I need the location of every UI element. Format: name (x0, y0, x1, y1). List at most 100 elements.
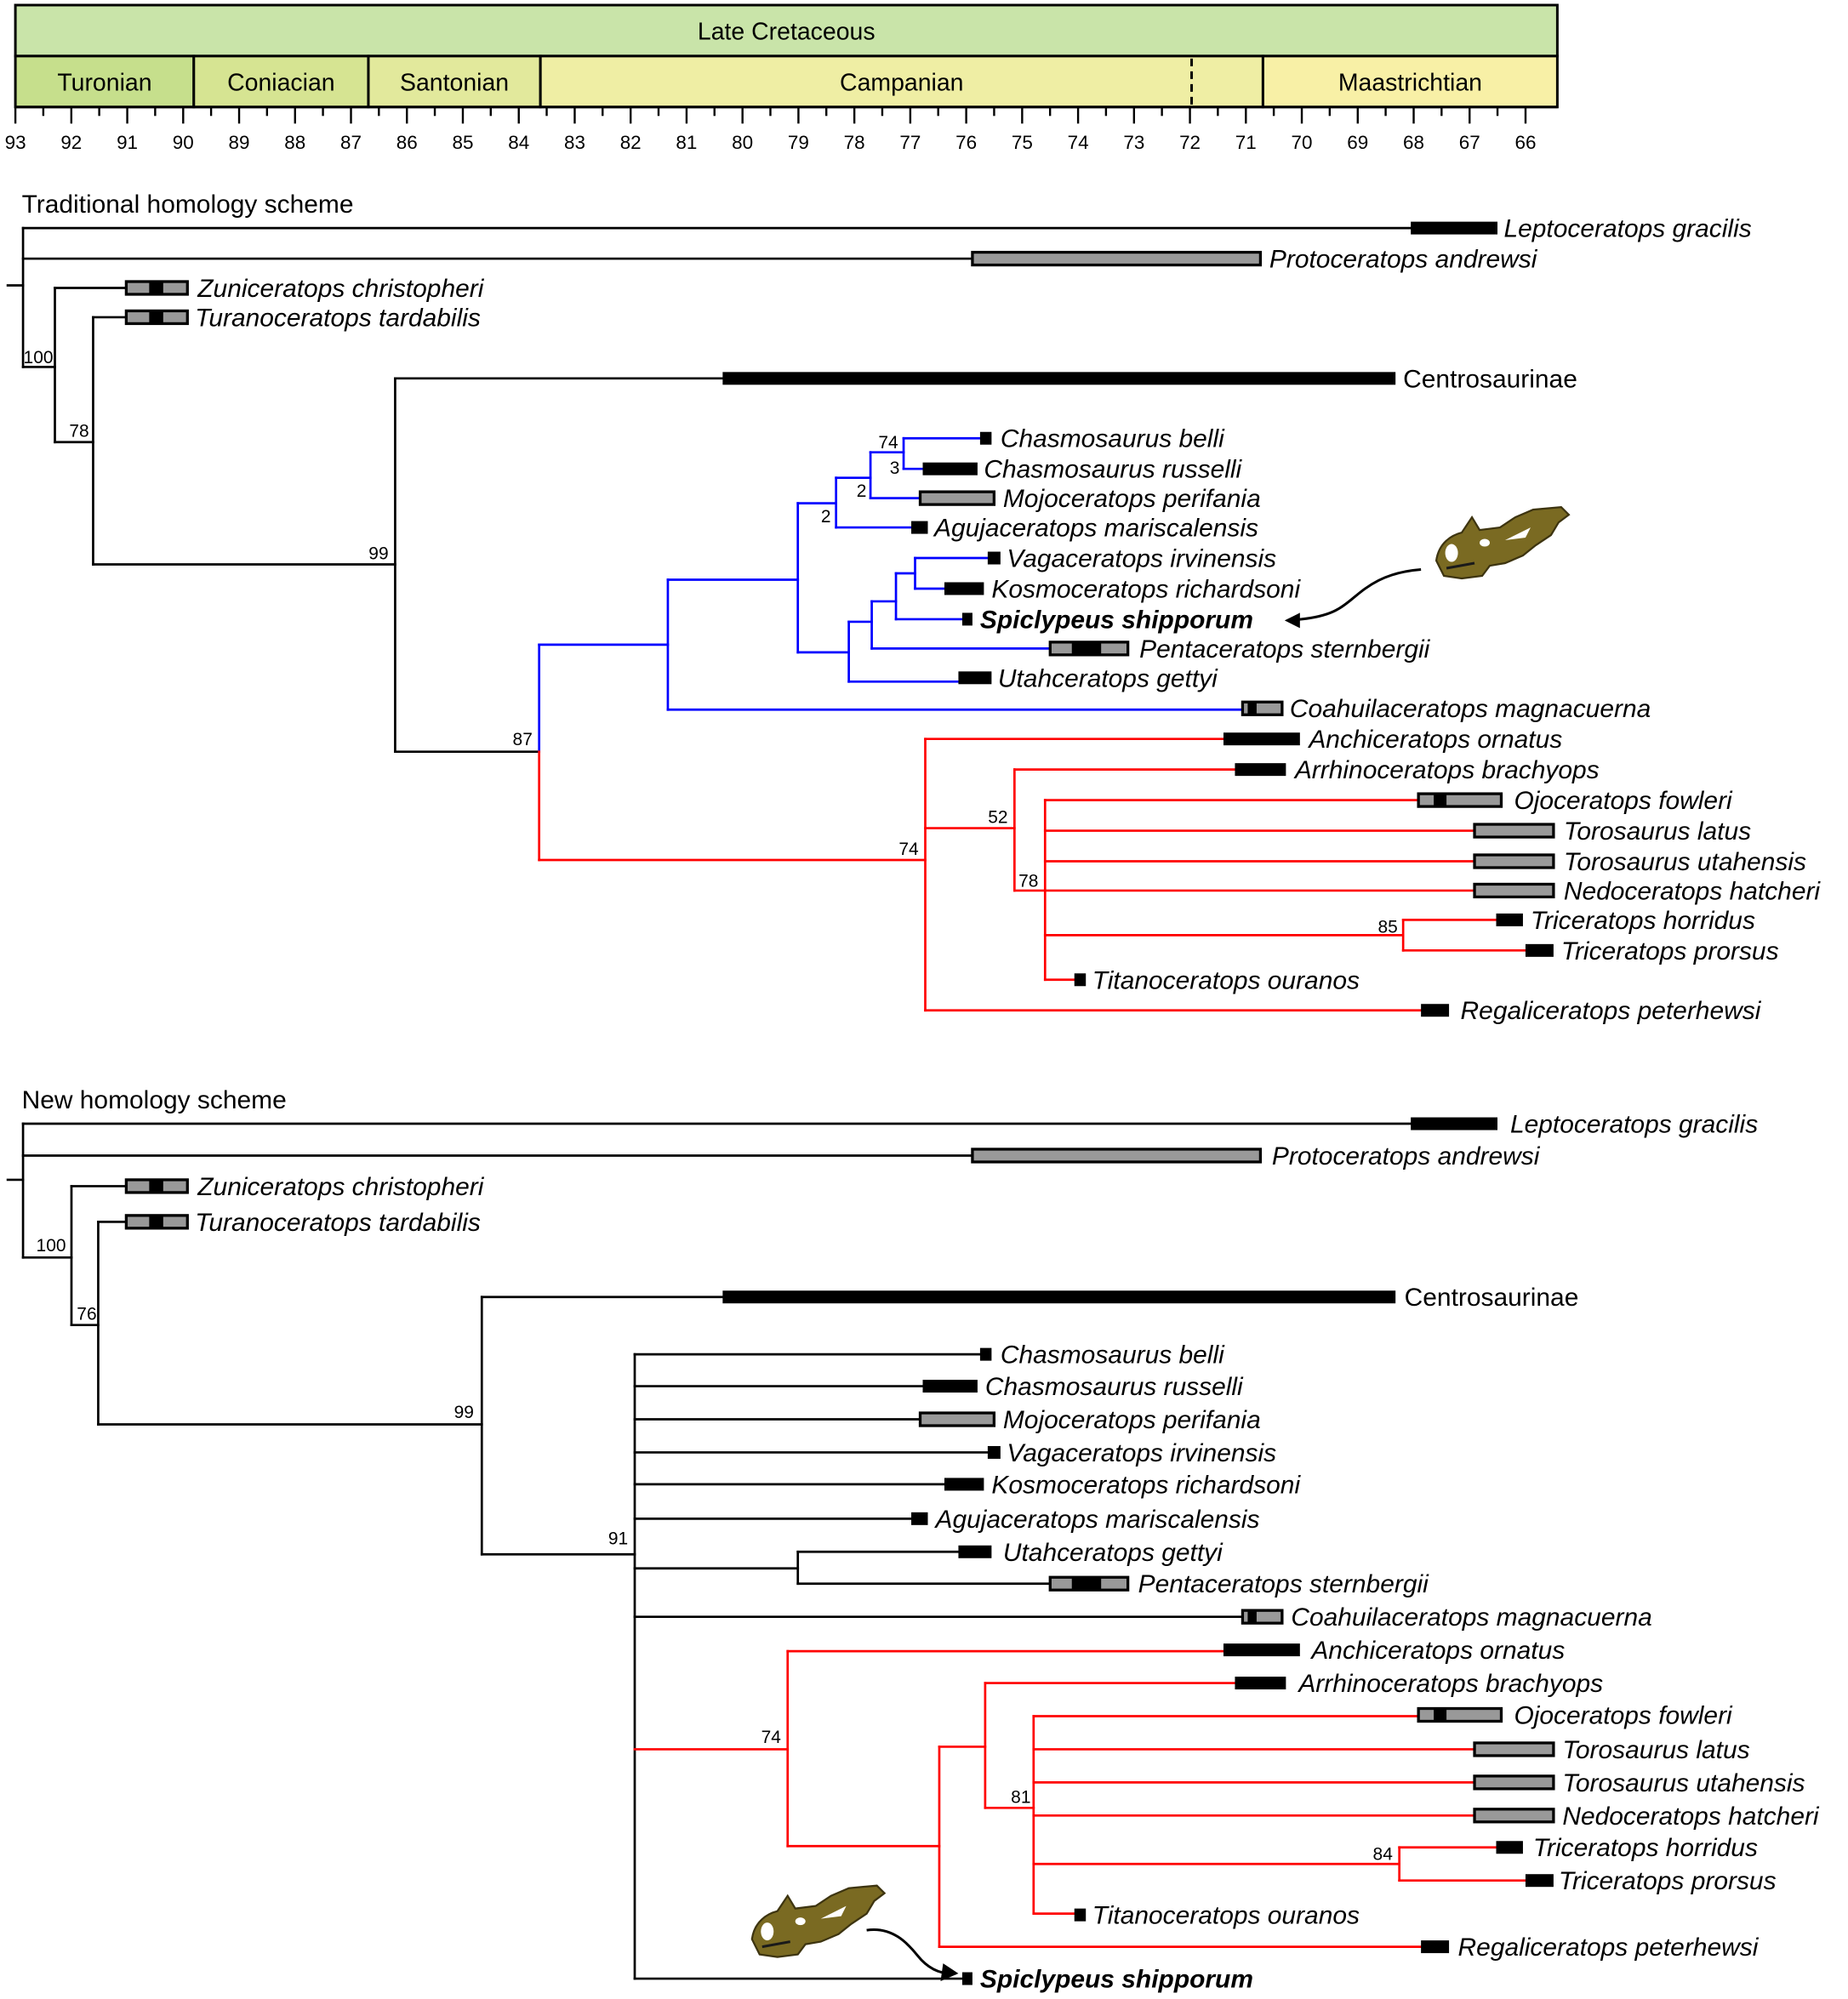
support-value: 74 (761, 1728, 782, 1747)
tick-label: 79 (788, 132, 809, 153)
skull-orbit (761, 1922, 774, 1941)
taxon-label: Mojoceratops perifania (1003, 1406, 1261, 1434)
taxon-label: Kosmoceratops richardsoni (991, 575, 1301, 603)
taxon-label: Centrosaurinae (1405, 1284, 1579, 1312)
stratigraphic-range-bar (1223, 732, 1300, 746)
tick-label: 70 (1292, 132, 1313, 153)
tree-title: Traditional homology scheme (22, 191, 354, 219)
stratigraphic-range-bar (961, 1972, 972, 1985)
taxon-label: Vagaceratops irvinensis (1007, 1439, 1276, 1467)
tick-label: 81 (676, 132, 697, 153)
support-value: 91 (608, 1529, 628, 1548)
tick-label: 73 (1123, 132, 1144, 153)
support-value: 85 (1378, 917, 1398, 937)
tick-label: 71 (1235, 132, 1257, 153)
tick-label: 75 (1012, 132, 1033, 153)
taxon-label: Chasmosaurus belli (1001, 1341, 1225, 1370)
range-bar-core (1434, 794, 1447, 807)
stratigraphic-range-bar (979, 1347, 992, 1361)
tick-label: 80 (732, 132, 753, 153)
stratigraphic-range-bar (1496, 913, 1523, 926)
taxon-label: Titanoceratops ouranos (1092, 1902, 1360, 1930)
stratigraphic-range-bar (979, 431, 992, 445)
taxon-label: Spiclypeus shipporum (980, 1966, 1253, 1994)
support-value: 87 (513, 730, 533, 749)
arrowhead-icon (940, 1963, 959, 1982)
tick-label: 88 (284, 132, 305, 153)
taxon-label: Triceratops horridus (1531, 907, 1755, 935)
support-value: 100 (24, 348, 54, 367)
range-bar-core (1247, 702, 1257, 715)
taxon-label: Leptoceratops gracilis (1510, 1111, 1758, 1139)
taxon-label: Leptoceratops gracilis (1503, 215, 1751, 243)
stratigraphic-range-bar (1496, 1841, 1523, 1854)
taxon-label: Centrosaurinae (1403, 365, 1577, 393)
stratigraphic-range-bar (722, 1290, 1396, 1304)
support-value: 2 (821, 507, 831, 527)
skull-jaw (761, 1940, 791, 1949)
range-bar-core (1071, 641, 1102, 655)
stratigraphic-range-bar (1223, 1643, 1300, 1657)
range-bar-core (1071, 1577, 1102, 1591)
stratigraphic-range-bar (971, 1148, 1263, 1164)
taxon-label: Ojoceratops fowleri (1514, 787, 1733, 815)
skull-shape (750, 1884, 887, 1958)
stratigraphic-range-bar (1074, 1908, 1087, 1922)
support-value: 78 (69, 422, 88, 441)
taxon-label: Agujaceratops mariscalensis (933, 515, 1258, 543)
stratigraphic-range-bar (971, 250, 1263, 267)
support-value: 74 (878, 433, 898, 453)
stratigraphic-range-bar (1411, 1117, 1497, 1130)
range-bar-core (1247, 1610, 1257, 1624)
stratigraphic-range-bar (1235, 763, 1286, 777)
stratigraphic-range-bar (1473, 1741, 1555, 1757)
stratigraphic-range-bar (1235, 1677, 1286, 1690)
support-value: 78 (1018, 871, 1038, 891)
tick-label: 77 (899, 132, 921, 153)
range-bar-core (1434, 1708, 1447, 1722)
arrow-to-spiclypeus (1286, 568, 1422, 622)
support-value: 99 (454, 1403, 474, 1422)
stage-band (1261, 54, 1559, 109)
stratigraphic-range-bar (944, 1478, 984, 1491)
taxon-label: Regaliceratops peterhewsi (1458, 1934, 1760, 1962)
taxon-label: Turanoceratops tardabilis (195, 304, 481, 332)
taxon-label: Pentaceratops sternbergii (1139, 635, 1431, 663)
support-value: 84 (1373, 1845, 1394, 1865)
taxon-label: Spiclypeus shipporum (980, 606, 1253, 634)
tick-label: 86 (396, 132, 418, 153)
stratigraphic-range-bar (987, 551, 1001, 565)
stratigraphic-range-bar (987, 1445, 1001, 1459)
tick-label: 93 (5, 132, 26, 153)
stratigraphic-range-bar (918, 490, 996, 506)
skull-shape (1434, 505, 1571, 580)
tick-label: 67 (1459, 132, 1480, 153)
tick-label: 85 (452, 132, 473, 153)
taxon-label: Anchiceratops ornatus (1309, 1637, 1565, 1665)
stratigraphic-range-bar (1417, 1706, 1503, 1723)
support-value: 3 (890, 458, 900, 478)
tick-label: 90 (173, 132, 194, 153)
range-bar-core (149, 282, 163, 294)
support-value: 81 (1011, 1787, 1030, 1807)
stratigraphic-range-bar (1411, 221, 1497, 235)
taxon-label: Nedoceratops hatcheri (1564, 877, 1822, 905)
taxon-label: Protoceratops andrewsi (1269, 246, 1538, 274)
epoch-band (14, 3, 1559, 58)
skull-fenestra (820, 1905, 847, 1919)
tick-label: 69 (1347, 132, 1368, 153)
taxon-label: Coahuilaceratops magnacuerna (1291, 1603, 1651, 1632)
range-bar-core (149, 1215, 163, 1228)
stage-label: Santonian (400, 69, 509, 96)
support-value: 76 (77, 1305, 96, 1324)
stratigraphic-range-bar (918, 1411, 996, 1427)
taxon-label: Mojoceratops perifania (1003, 485, 1261, 513)
tick-label: 83 (564, 132, 585, 153)
tree-title: New homology scheme (22, 1086, 287, 1114)
stratigraphic-range-bar (1525, 1874, 1554, 1888)
taxon-label: Zuniceratops christopheri (197, 275, 484, 303)
skull-fenestra (1480, 538, 1491, 547)
stratigraphic-range-bar (1421, 1004, 1450, 1017)
tick-label: 74 (1068, 132, 1089, 153)
